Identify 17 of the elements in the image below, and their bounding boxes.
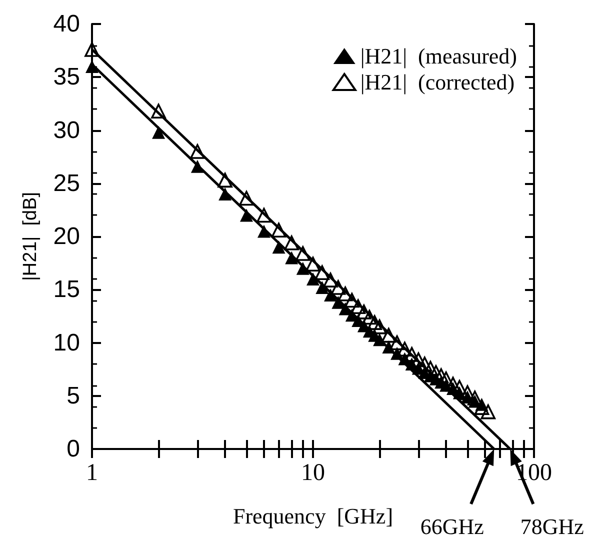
y-tick-label: 25 <box>53 170 80 197</box>
y-tick-label: 30 <box>53 116 80 144</box>
y-tick-label: 5 <box>66 382 80 410</box>
annotation: 66GHz <box>420 514 484 539</box>
y-tick-label: 10 <box>53 329 80 356</box>
legend-label: |H21| (corrected) <box>360 70 515 94</box>
y-tick-label: 0 <box>66 436 80 462</box>
y-tick-label: 35 <box>53 64 80 91</box>
x-tick-label: 1 <box>86 460 98 486</box>
annotation: 78GHz <box>520 514 584 539</box>
legend-label: |H21| (measured) <box>360 44 518 68</box>
y-tick-label: 40 <box>53 10 80 38</box>
y-axis-title: |H21| [dB] <box>20 192 41 282</box>
x-tick-label: 10 <box>301 460 325 486</box>
y-tick-label: 20 <box>53 223 80 250</box>
x-axis-title: Frequency [GHz] <box>232 504 394 528</box>
y-tick-label: 15 <box>53 276 80 304</box>
